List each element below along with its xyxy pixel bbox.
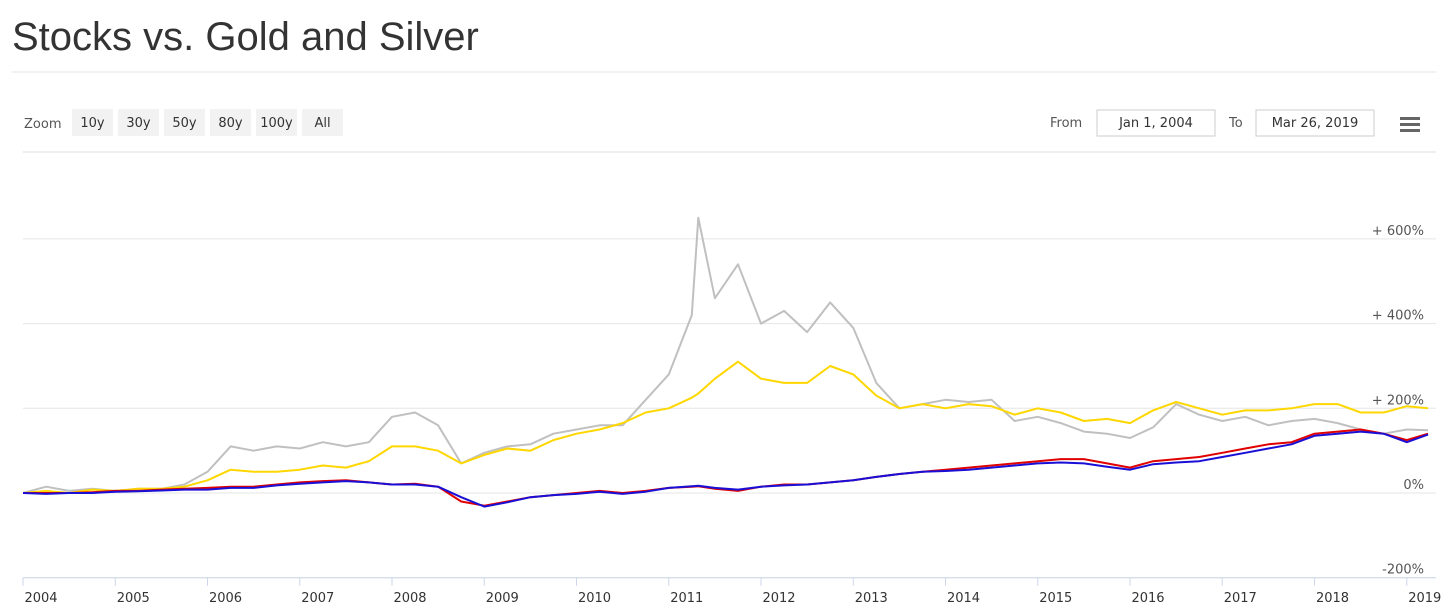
zoom-button-label: 30y (126, 116, 151, 131)
menu-bar (1400, 117, 1420, 120)
y-tick-label: 0% (1403, 478, 1424, 493)
zoom-buttons: 10y 30y 50y 80y 100y All (72, 109, 343, 136)
zoom-button-label: All (314, 116, 330, 131)
zoom-button-label: 10y (80, 116, 105, 131)
x-tick-label: 2014 (947, 591, 980, 606)
x-tick-label: 2006 (209, 591, 242, 606)
x-tick-label: 2004 (24, 591, 57, 606)
from-label: From (1050, 116, 1082, 131)
series-line (23, 428, 1429, 507)
x-tick-label: 2016 (1131, 591, 1164, 606)
x-tick-label: 2018 (1316, 591, 1349, 606)
zoom-button-label: 50y (172, 116, 197, 131)
y-tick-label: + 400% (1372, 309, 1424, 324)
menu-bar (1400, 129, 1420, 132)
x-tick-label: 2017 (1224, 591, 1257, 606)
menu-button[interactable] (1400, 117, 1420, 132)
x-tick-label: 2015 (1039, 591, 1072, 606)
to-value: Mar 26, 2019 (1272, 116, 1359, 131)
x-tick-label: 2010 (578, 591, 611, 606)
series-line (22, 360, 1429, 494)
x-tick-label: 2007 (301, 591, 334, 606)
y-tick-label: -200% (1382, 563, 1424, 578)
series-line (22, 216, 1429, 494)
from-value: Jan 1, 2004 (1118, 116, 1193, 131)
chart-title: Stocks vs. Gold and Silver (12, 15, 479, 59)
to-input[interactable] (1255, 109, 1375, 137)
y-tick-label: + 600% (1372, 224, 1424, 239)
zoom-button[interactable] (164, 109, 205, 136)
x-tick-label: 2005 (117, 591, 150, 606)
zoom-button[interactable] (118, 109, 159, 136)
y-tick-label: + 200% (1372, 393, 1424, 408)
x-tick-label: 2008 (393, 591, 426, 606)
x-tick-label: 2009 (486, 591, 519, 606)
x-tick-label: 2019 (1408, 591, 1441, 606)
zoom-button[interactable] (210, 109, 251, 136)
zoom-button[interactable] (72, 109, 113, 136)
menu-bar (1400, 123, 1420, 126)
to-label: To (1228, 116, 1243, 131)
zoom-label: Zoom (24, 117, 61, 132)
from-input[interactable] (1096, 109, 1216, 137)
zoom-button[interactable] (302, 109, 343, 136)
zoom-button[interactable] (256, 109, 297, 136)
x-tick-label: 2011 (670, 591, 703, 606)
x-tick-label: 2012 (762, 591, 795, 606)
x-tick-label: 2013 (855, 591, 888, 606)
zoom-button-label: 100y (260, 116, 293, 131)
series-line (22, 430, 1429, 508)
zoom-button-label: 80y (218, 116, 243, 131)
